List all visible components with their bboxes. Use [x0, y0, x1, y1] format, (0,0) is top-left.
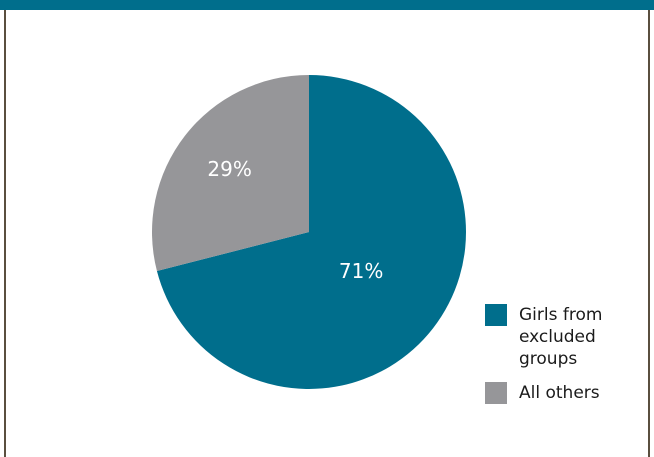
pie-labels: 71% 29% — [207, 157, 383, 283]
legend-label-others: All others — [519, 383, 600, 403]
pie-label-others: 29% — [207, 157, 251, 181]
legend-label-girls: Girls from excluded groups — [519, 305, 603, 369]
legend-item: All others — [485, 382, 629, 404]
pie-label-girls: 71% — [339, 259, 383, 283]
pie-slice-girls — [156, 75, 467, 389]
pie-slice-others — [152, 75, 309, 272]
legend-swatch-girls — [485, 304, 507, 326]
legend-swatch-others — [485, 382, 507, 404]
legend-item: Girls from excluded groups — [485, 304, 629, 370]
pie-slices — [152, 75, 467, 389]
legend: Girls from excluded groups All others — [485, 304, 629, 404]
chart-frame — [4, 10, 650, 457]
header-bar — [0, 0, 654, 10]
